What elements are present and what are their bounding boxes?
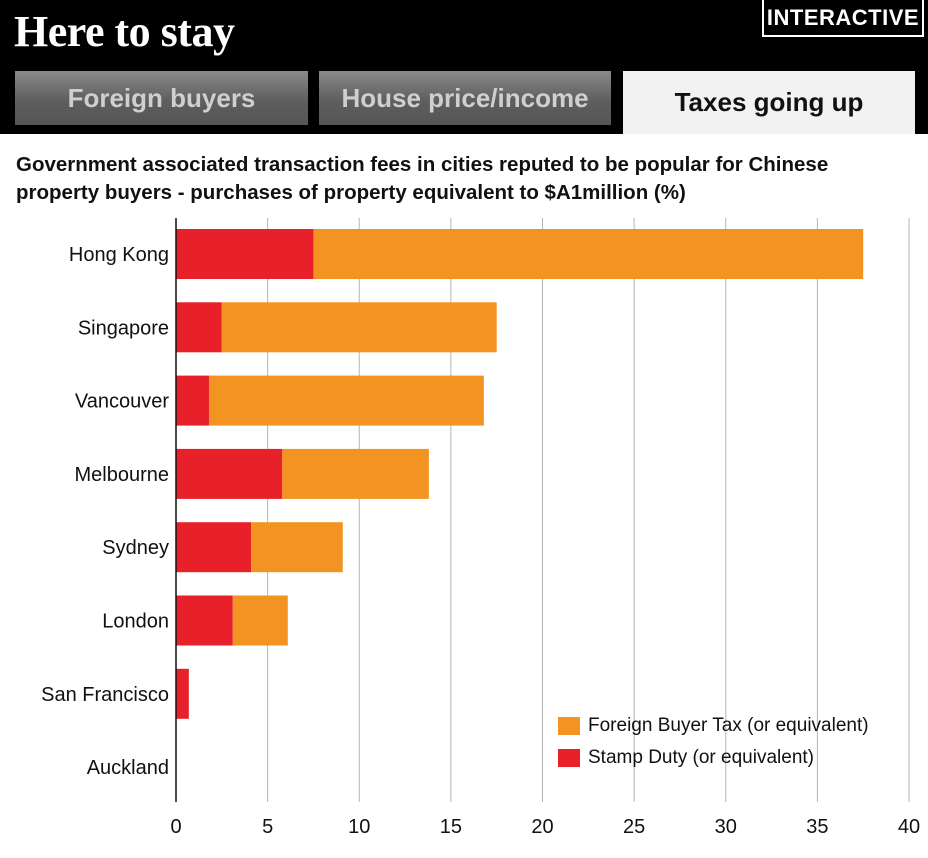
bar-stamp-san-francisco bbox=[176, 668, 189, 719]
bar-stamp-sydney bbox=[176, 522, 252, 573]
bar-foreign-hong-kong bbox=[313, 229, 864, 279]
bar-stamp-hong-kong bbox=[176, 229, 314, 279]
interactive-badge: INTERACTIVE bbox=[762, 0, 924, 37]
x-tick-label: 20 bbox=[531, 816, 553, 838]
legend-swatch-stamp-duty bbox=[558, 749, 580, 767]
header-bar: Here to stay INTERACTIVE Foreign buyers … bbox=[0, 0, 928, 134]
category-label: Melbourne bbox=[74, 464, 169, 486]
bar-stamp-vancouver bbox=[176, 375, 209, 426]
bar-foreign-london bbox=[232, 595, 288, 646]
legend-label-foreign-buyer-tax: Foreign Buyer Tax (or equivalent) bbox=[588, 715, 869, 736]
page-title: Here to stay bbox=[14, 7, 235, 56]
bar-foreign-vancouver bbox=[208, 375, 484, 426]
tab-foreign-buyers[interactable]: Foreign buyers bbox=[15, 71, 308, 125]
legend-item-stamp-duty: Stamp Duty (or equivalent) bbox=[558, 742, 869, 774]
x-tick-label: 30 bbox=[715, 816, 737, 838]
legend-swatch-foreign-buyer-tax bbox=[558, 717, 580, 735]
x-tick-label: 0 bbox=[170, 816, 181, 838]
chart-subtitle: Government associated transaction fees i… bbox=[16, 153, 829, 204]
bar-foreign-singapore bbox=[221, 302, 497, 353]
category-label: San Francisco bbox=[41, 684, 169, 706]
bar-stamp-singapore bbox=[176, 302, 222, 353]
category-label: London bbox=[102, 611, 169, 633]
tab-house-price-income[interactable]: House price/income bbox=[319, 71, 611, 125]
category-label: Sydney bbox=[102, 537, 169, 559]
category-label: Singapore bbox=[78, 317, 169, 339]
category-label: Vancouver bbox=[75, 391, 169, 413]
tab-taxes-going-up[interactable]: Taxes going up bbox=[623, 71, 915, 134]
chart-legend: Foreign Buyer Tax (or equivalent) Stamp … bbox=[558, 710, 869, 774]
legend-label-stamp-duty: Stamp Duty (or equivalent) bbox=[588, 747, 814, 768]
bar-foreign-melbourne bbox=[282, 448, 429, 499]
category-label: Auckland bbox=[87, 757, 169, 779]
legend-item-foreign-buyer-tax: Foreign Buyer Tax (or equivalent) bbox=[558, 710, 869, 742]
x-tick-label: 25 bbox=[623, 816, 645, 838]
x-tick-label: 10 bbox=[348, 816, 370, 838]
category-label: Hong Kong bbox=[69, 244, 169, 266]
bar-stamp-london bbox=[176, 595, 233, 646]
x-tick-label: 35 bbox=[806, 816, 828, 838]
x-tick-label: 40 bbox=[898, 816, 920, 838]
bar-foreign-sydney bbox=[251, 522, 343, 573]
bar-stamp-melbourne bbox=[176, 448, 283, 499]
x-tick-label: 5 bbox=[262, 816, 273, 838]
x-tick-label: 15 bbox=[440, 816, 462, 838]
